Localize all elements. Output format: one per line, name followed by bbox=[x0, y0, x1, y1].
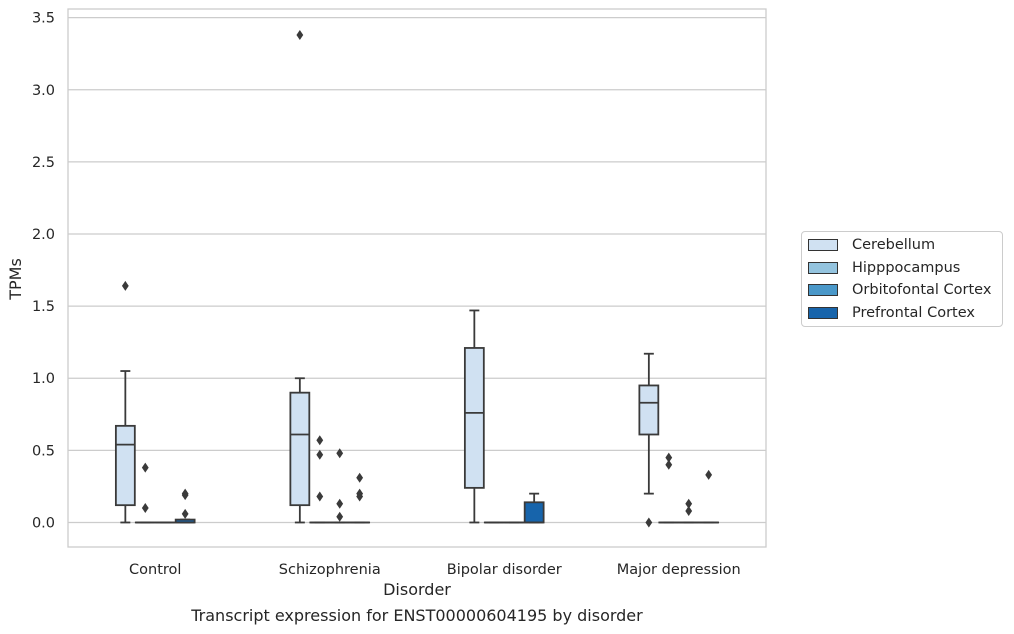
outlier-point bbox=[356, 491, 364, 502]
legend-swatch bbox=[808, 306, 838, 319]
y-tick-label: 0.5 bbox=[32, 443, 55, 459]
outlier-point bbox=[141, 503, 149, 514]
y-tick-labels: 0.0 0.5 1.0 1.5 2.0 2.5 3.0 3.5 bbox=[32, 11, 55, 532]
box bbox=[463, 347, 485, 489]
outlier-point bbox=[665, 452, 673, 463]
y-axis-label: TPMs bbox=[6, 258, 25, 301]
outlier-point bbox=[336, 511, 344, 522]
box-group bbox=[678, 498, 700, 524]
legend-label: Cerebellum bbox=[852, 237, 936, 253]
x-axis-label: Disorder bbox=[383, 580, 451, 599]
legend-item: Hipppocampus bbox=[808, 258, 960, 278]
outlier-point bbox=[141, 462, 149, 473]
y-tick-label: 3.5 bbox=[32, 11, 55, 27]
box-group bbox=[114, 280, 136, 524]
y-tick-label: 2.5 bbox=[32, 155, 55, 171]
outlier-point bbox=[685, 505, 693, 516]
box bbox=[289, 391, 311, 507]
y-tick-label: 3.0 bbox=[32, 83, 55, 99]
legend-item: Prefrontal Cortex bbox=[808, 303, 975, 323]
outlier-point bbox=[356, 472, 364, 483]
outlier-point bbox=[316, 491, 324, 502]
box-group bbox=[329, 448, 351, 524]
box-group bbox=[309, 435, 331, 524]
outlier-point bbox=[296, 29, 304, 40]
x-tick-label: Control bbox=[129, 562, 181, 578]
outlier-point bbox=[316, 449, 324, 460]
box-group bbox=[463, 309, 485, 524]
legend-label: Orbitofontal Cortex bbox=[852, 282, 992, 298]
y-tick-label: 2.0 bbox=[32, 227, 55, 243]
y-tick-label: 0.0 bbox=[32, 515, 55, 531]
outlier-point bbox=[336, 498, 344, 509]
outlier-point bbox=[181, 490, 189, 501]
legend-swatch bbox=[808, 284, 838, 296]
legend-item: Orbitofontal Cortex bbox=[808, 280, 991, 300]
outlier-point bbox=[645, 517, 653, 528]
box-group bbox=[638, 352, 660, 528]
outlier-point bbox=[316, 435, 324, 446]
box-group bbox=[134, 462, 156, 524]
box-group bbox=[349, 472, 371, 524]
y-tick-label: 1.0 bbox=[32, 371, 55, 387]
box bbox=[638, 384, 660, 436]
box-group bbox=[523, 492, 545, 524]
x-tick-labels: Control Schizophrenia Bipolar disorder Majo… bbox=[129, 562, 741, 578]
outlier-point bbox=[121, 280, 129, 291]
outlier-point bbox=[685, 498, 693, 509]
outlier-point bbox=[336, 448, 344, 459]
legend: Cerebellum Hipppocampus Orbitofontal Corte… bbox=[801, 231, 1003, 327]
x-tick-label: Bipolar disorder bbox=[447, 562, 562, 578]
outlier-point bbox=[665, 459, 673, 470]
outlier-point bbox=[181, 508, 189, 519]
legend-swatch bbox=[808, 261, 838, 274]
box-group bbox=[658, 452, 680, 524]
x-tick-label: Schizophrenia bbox=[279, 562, 381, 578]
legend-label: Prefrontal Cortex bbox=[852, 304, 975, 321]
x-tick-label: Major depression bbox=[617, 562, 741, 578]
box-group bbox=[289, 29, 311, 524]
y-gridlines bbox=[68, 17, 766, 524]
box-plot-series bbox=[114, 29, 720, 528]
outlier-point bbox=[705, 469, 713, 480]
legend-label: Hipppocampus bbox=[852, 259, 961, 276]
box bbox=[523, 501, 545, 524]
chart-caption: Transcript expression for ENST0000060419… bbox=[191, 606, 643, 625]
box-group bbox=[174, 488, 196, 524]
y-tick-label: 1.5 bbox=[32, 299, 55, 315]
plot-frame bbox=[67, 8, 767, 548]
box bbox=[114, 424, 136, 507]
legend-swatch bbox=[808, 239, 838, 251]
box-group bbox=[698, 469, 720, 524]
legend-item: Cerebellum bbox=[808, 235, 935, 255]
